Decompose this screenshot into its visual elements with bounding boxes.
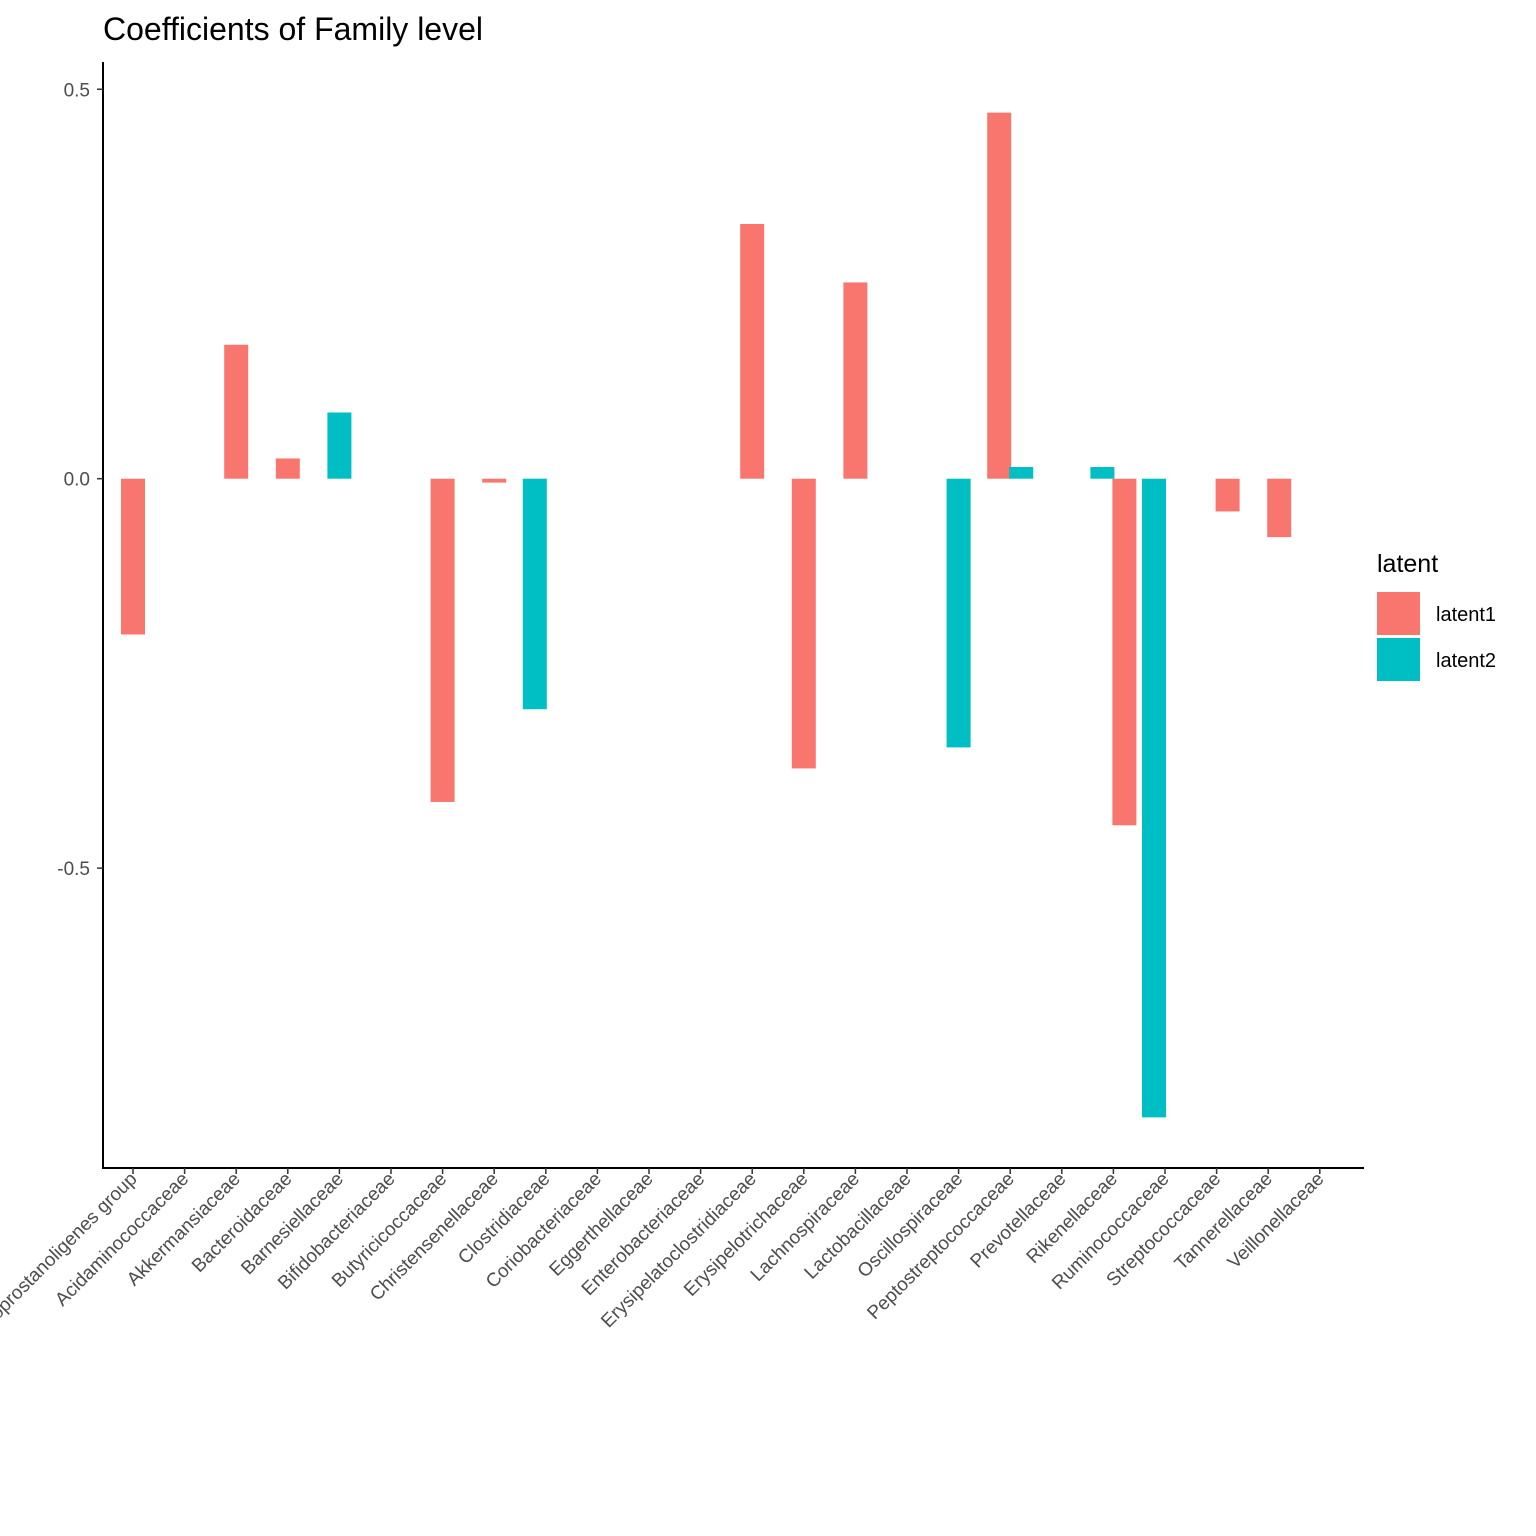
bar-latent2-16 <box>946 478 971 748</box>
bar-latent1-21 <box>1215 478 1240 512</box>
x-tick-label: Clostridiaceae <box>454 1169 554 1269</box>
bar-latent2-19 <box>1090 467 1115 479</box>
bar-latent2-8 <box>522 478 547 710</box>
x-tick-label: Rikenellaceae <box>1023 1169 1122 1268</box>
y-tick-label: 0.0 <box>64 470 90 491</box>
bar-latent1-3 <box>275 458 300 479</box>
bar-latent1-13 <box>791 478 816 769</box>
x-axis-ticks: [Eubacterium] coprostanoligenes groupAci… <box>0 1168 1328 1417</box>
legend-label-latent1: latent1 <box>1436 604 1496 626</box>
legend-items: latent1 latent2 <box>1377 592 1496 681</box>
bar-latent1-19 <box>1112 478 1137 826</box>
x-tick-label: Veillonellaceae <box>1224 1169 1328 1273</box>
bar-latent2-20 <box>1142 478 1166 1118</box>
bar-latent2-4 <box>327 412 352 479</box>
legend: latent latent1 latent2 <box>1377 550 1496 681</box>
bar-latent1-12 <box>740 224 765 479</box>
bar-latent2-17 <box>1009 467 1034 479</box>
bar-latent1-6 <box>430 478 455 802</box>
legend-label-latent2: latent2 <box>1436 650 1496 672</box>
chart-title: Coefficients of Family level <box>103 11 483 47</box>
y-tick-label: 0.5 <box>64 80 90 101</box>
bar-latent1-14 <box>843 282 868 479</box>
bars-layer <box>121 112 1292 1118</box>
y-axis-ticks: 0.5 0.0 -0.5 <box>57 80 103 880</box>
legend-swatch-latent1 <box>1377 592 1420 635</box>
bar-latent1-22 <box>1267 478 1292 538</box>
legend-swatch-latent2 <box>1377 638 1420 681</box>
bar-latent1-0 <box>121 478 145 635</box>
bar-latent1-2 <box>224 344 249 479</box>
legend-title: latent <box>1377 550 1438 578</box>
bar-latent1-17 <box>987 112 1012 479</box>
bar-latent1-7 <box>482 478 507 483</box>
y-tick-label: -0.5 <box>57 859 90 880</box>
